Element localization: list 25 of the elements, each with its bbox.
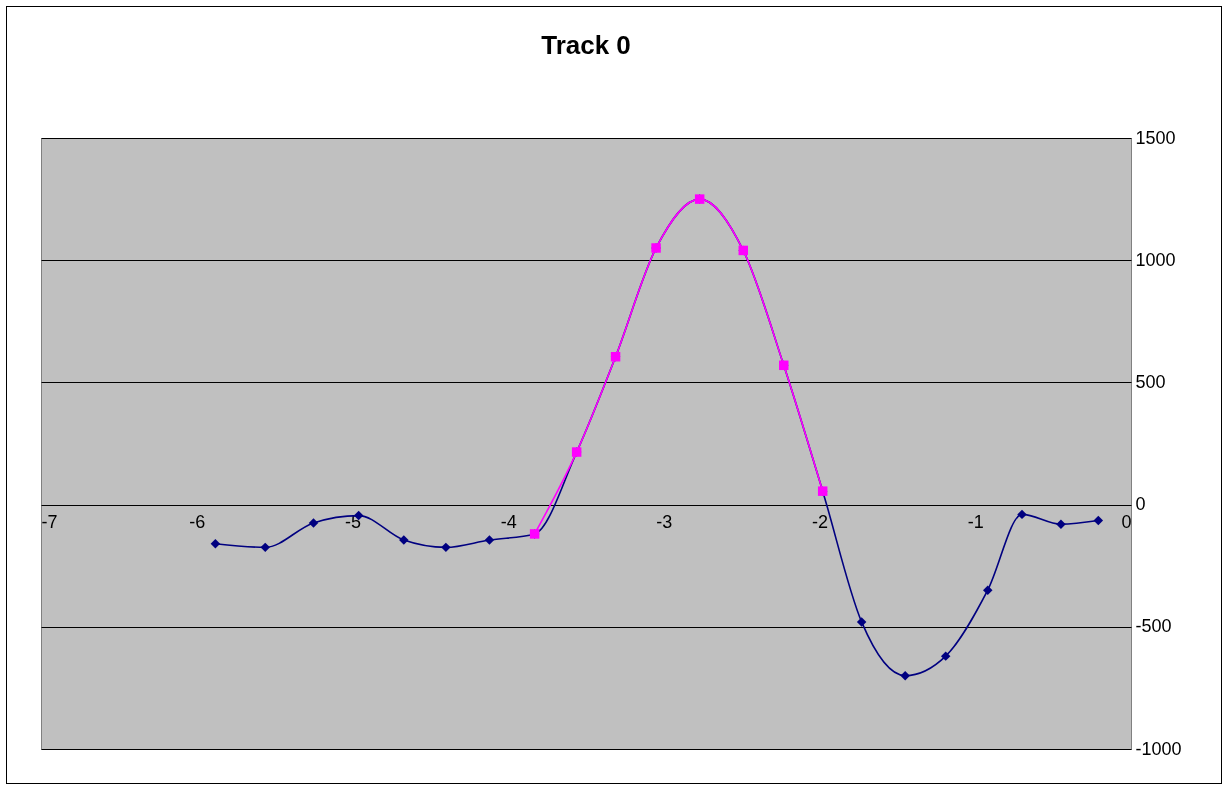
y-tick-label: 1000 [1135,249,1176,270]
y-tick-label: 1500 [1135,127,1176,148]
x-tick-label: -7 [41,512,58,533]
point [210,538,221,549]
x-tick-label: -6 [189,512,206,533]
y-tick-label: 0 [1135,494,1146,515]
point [983,585,993,595]
point [940,651,951,661]
point [308,518,319,528]
y-tick-label: 500 [1135,371,1166,392]
x-tick-label: -1 [967,512,984,533]
x-tick-label: -2 [812,512,829,533]
point [900,670,910,681]
point [484,535,495,545]
point [856,617,867,627]
y-tick-label: -1000 [1135,738,1182,759]
point [1093,515,1104,526]
y-tick-label: -500 [1135,616,1172,637]
chart-title: Track 0 [541,30,631,60]
point [441,542,451,553]
point [260,542,270,553]
x-tick-label: 0 [1121,512,1132,533]
point [1017,509,1027,520]
x-tick-label: -4 [500,512,517,533]
x-tick-label: -3 [656,512,673,533]
